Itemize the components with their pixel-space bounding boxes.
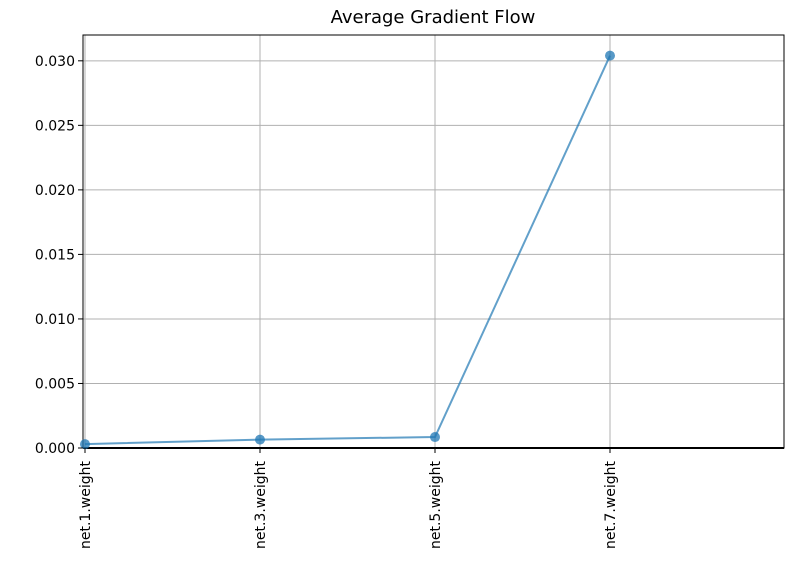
x-tick-label: net.7.weight: [603, 461, 619, 549]
x-tick-label: net.5.weight: [428, 461, 444, 549]
data-layer: [80, 50, 615, 450]
plot-border: [82, 34, 785, 449]
y-tick-label: 0.005: [35, 376, 75, 392]
y-tick-label: 0.020: [35, 183, 75, 199]
y-tick-label: 0.030: [35, 54, 75, 70]
y-tick-label: 0.025: [35, 118, 75, 134]
x-tick-label: net.3.weight: [253, 461, 269, 549]
series-line: [84, 55, 611, 446]
data-point: [80, 439, 90, 450]
y-tick-label: 0.015: [35, 247, 75, 263]
y-axis-ticks: 0.000 0.005 0.010 0.015 0.020 0.025 0.030: [35, 54, 83, 457]
y-tick-label: 0.010: [35, 312, 75, 328]
data-point: [255, 434, 265, 445]
data-point: [430, 432, 440, 443]
x-tick-label: net.1.weight: [78, 461, 94, 549]
chart-title: Average Gradient Flow: [331, 7, 536, 28]
y-tick-label: 0.000: [35, 441, 75, 457]
plot-frame: [82, 34, 785, 449]
grid: [83, 35, 784, 449]
data-point: [605, 50, 615, 61]
x-axis-ticks: net.1.weight net.3.weight net.5.weight net.…: [78, 448, 619, 549]
